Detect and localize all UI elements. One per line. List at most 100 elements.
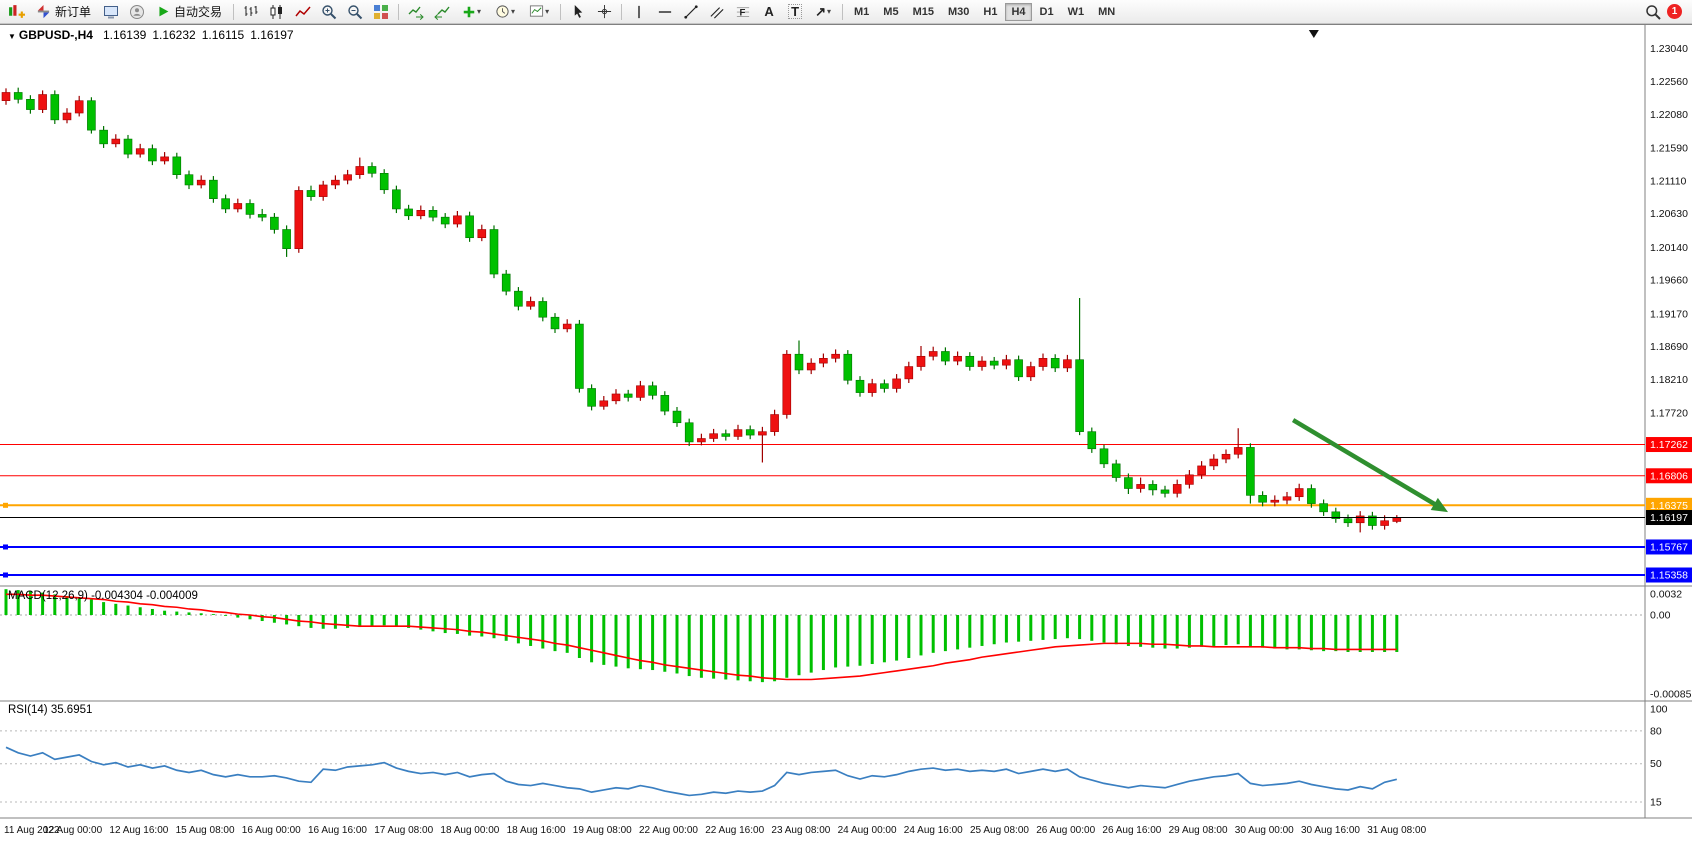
candle: [1063, 359, 1072, 369]
bars-chart-icon[interactable]: [239, 1, 263, 23]
label-icon[interactable]: T: [783, 1, 807, 23]
timeframe-m5[interactable]: M5: [883, 5, 899, 18]
timeframe-m15[interactable]: M15: [912, 5, 934, 18]
arrow-icon: ↗: [815, 4, 826, 19]
candle: [611, 393, 621, 402]
candle: [892, 378, 901, 389]
price-tick-label: 1.19170: [1650, 308, 1688, 320]
timeframe-h4[interactable]: H4: [1005, 2, 1032, 21]
candle: [1392, 517, 1402, 522]
time-tick-label: 31 Aug 08:00: [1367, 825, 1426, 836]
time-tick-label: 25 Aug 08:00: [970, 825, 1029, 836]
line-handle[interactable]: [3, 572, 8, 578]
candle: [1380, 520, 1389, 526]
price-tick-label: 1.21590: [1650, 142, 1688, 154]
new-order-button[interactable]: 新订单: [30, 1, 97, 23]
candle: [99, 129, 108, 145]
periods-button[interactable]: ▾: [489, 1, 521, 23]
timeframe-mn[interactable]: MN: [1098, 5, 1116, 18]
candle: [989, 360, 999, 366]
time-tick-label: 16 Aug 00:00: [242, 825, 301, 836]
search-icon[interactable]: [1641, 1, 1665, 23]
candle: [1209, 458, 1219, 467]
time-tick-label: 19 Aug 08:00: [573, 825, 632, 836]
timeframe-w1[interactable]: W1: [1067, 5, 1085, 18]
timeframe-m1[interactable]: M1: [854, 5, 870, 18]
candle: [1368, 515, 1377, 526]
candle: [209, 179, 218, 199]
price-badge-label: 1.16197: [1650, 512, 1688, 524]
chart-collapse-icon[interactable]: ▼: [8, 32, 16, 41]
timeframe-m30[interactable]: M30: [947, 5, 970, 18]
candle: [1270, 499, 1280, 503]
candle: [233, 203, 243, 210]
price-tick-label: 1.20140: [1650, 242, 1688, 254]
fibonacci-icon[interactable]: F: [731, 1, 755, 23]
time-tick-label: 26 Aug 16:00: [1102, 825, 1161, 836]
candle: [404, 208, 413, 217]
rsi-line: [5, 746, 1398, 797]
rsi-axis-label: 15: [1650, 796, 1662, 808]
trendline-icon[interactable]: [679, 1, 703, 23]
candlestick-chart-icon[interactable]: [265, 1, 289, 23]
equidistant-channel-icon[interactable]: [705, 1, 729, 23]
text-icon[interactable]: A: [764, 4, 774, 19]
low-value: 1.16115: [201, 28, 245, 42]
candle: [745, 429, 755, 436]
candle: [416, 210, 426, 217]
line-chart-icon[interactable]: [291, 1, 315, 23]
candle: [453, 215, 462, 225]
candle: [1160, 489, 1170, 494]
indicators-button[interactable]: ▾: [456, 1, 487, 23]
crosshair-icon[interactable]: [592, 1, 616, 23]
candle: [794, 353, 804, 371]
time-tick-label: 23 Aug 08:00: [771, 825, 830, 836]
price-badge: [1646, 437, 1692, 453]
candle: [221, 198, 230, 210]
templates-button[interactable]: ▾: [523, 1, 555, 23]
candle: [13, 92, 23, 100]
auto-scroll-icon[interactable]: [404, 1, 428, 23]
profile-icon[interactable]: [125, 1, 149, 23]
candle: [648, 385, 657, 396]
candle: [684, 422, 694, 443]
timeframe-h1[interactable]: H1: [983, 5, 998, 18]
candle: [331, 179, 340, 186]
tile-windows-icon[interactable]: [369, 1, 393, 23]
arrows-tool-button[interactable]: ↗ ▾: [809, 1, 837, 23]
candle: [428, 210, 438, 218]
candle: [379, 173, 389, 191]
time-tick-label: 18 Aug 16:00: [507, 825, 566, 836]
new-chart-icon[interactable]: [4, 1, 28, 23]
candle: [660, 395, 670, 412]
rsi-axis-label: 50: [1650, 758, 1662, 770]
zoom-in-icon[interactable]: [317, 1, 341, 23]
price-badge-label: 1.15358: [1650, 570, 1688, 582]
macd-label: MACD(12,26,9) -0.004304 -0.004009: [8, 590, 198, 602]
horizontal-line-icon[interactable]: [653, 1, 677, 23]
timeframe-d1[interactable]: D1: [1039, 5, 1054, 18]
time-tick-label: 30 Aug 00:00: [1235, 825, 1294, 836]
cursor-icon[interactable]: [566, 1, 590, 23]
price-badge: [1646, 497, 1692, 513]
trend-arrow-annotation[interactable]: [1291, 418, 1441, 509]
autotrading-button[interactable]: 自动交易: [151, 1, 228, 23]
candle: [74, 100, 84, 114]
clock-icon: [496, 5, 509, 18]
candle: [758, 431, 767, 436]
chart-shift-icon[interactable]: [430, 1, 454, 23]
line-handle[interactable]: [3, 502, 8, 508]
vertical-line-icon[interactable]: [627, 1, 651, 23]
candle: [575, 323, 584, 389]
candle: [709, 433, 718, 439]
candle: [1124, 477, 1133, 489]
candle: [1075, 359, 1084, 432]
candle: [440, 216, 450, 225]
chart-window-icon[interactable]: [99, 1, 123, 23]
candle: [465, 215, 474, 239]
line-handle[interactable]: [3, 544, 8, 550]
zoom-out-icon[interactable]: [343, 1, 367, 23]
notification-badge[interactable]: 1: [1667, 4, 1682, 19]
chart-title: ▼ GBPUSD-,H4 1.16139 1.16232 1.16115 1.16197: [8, 28, 300, 42]
